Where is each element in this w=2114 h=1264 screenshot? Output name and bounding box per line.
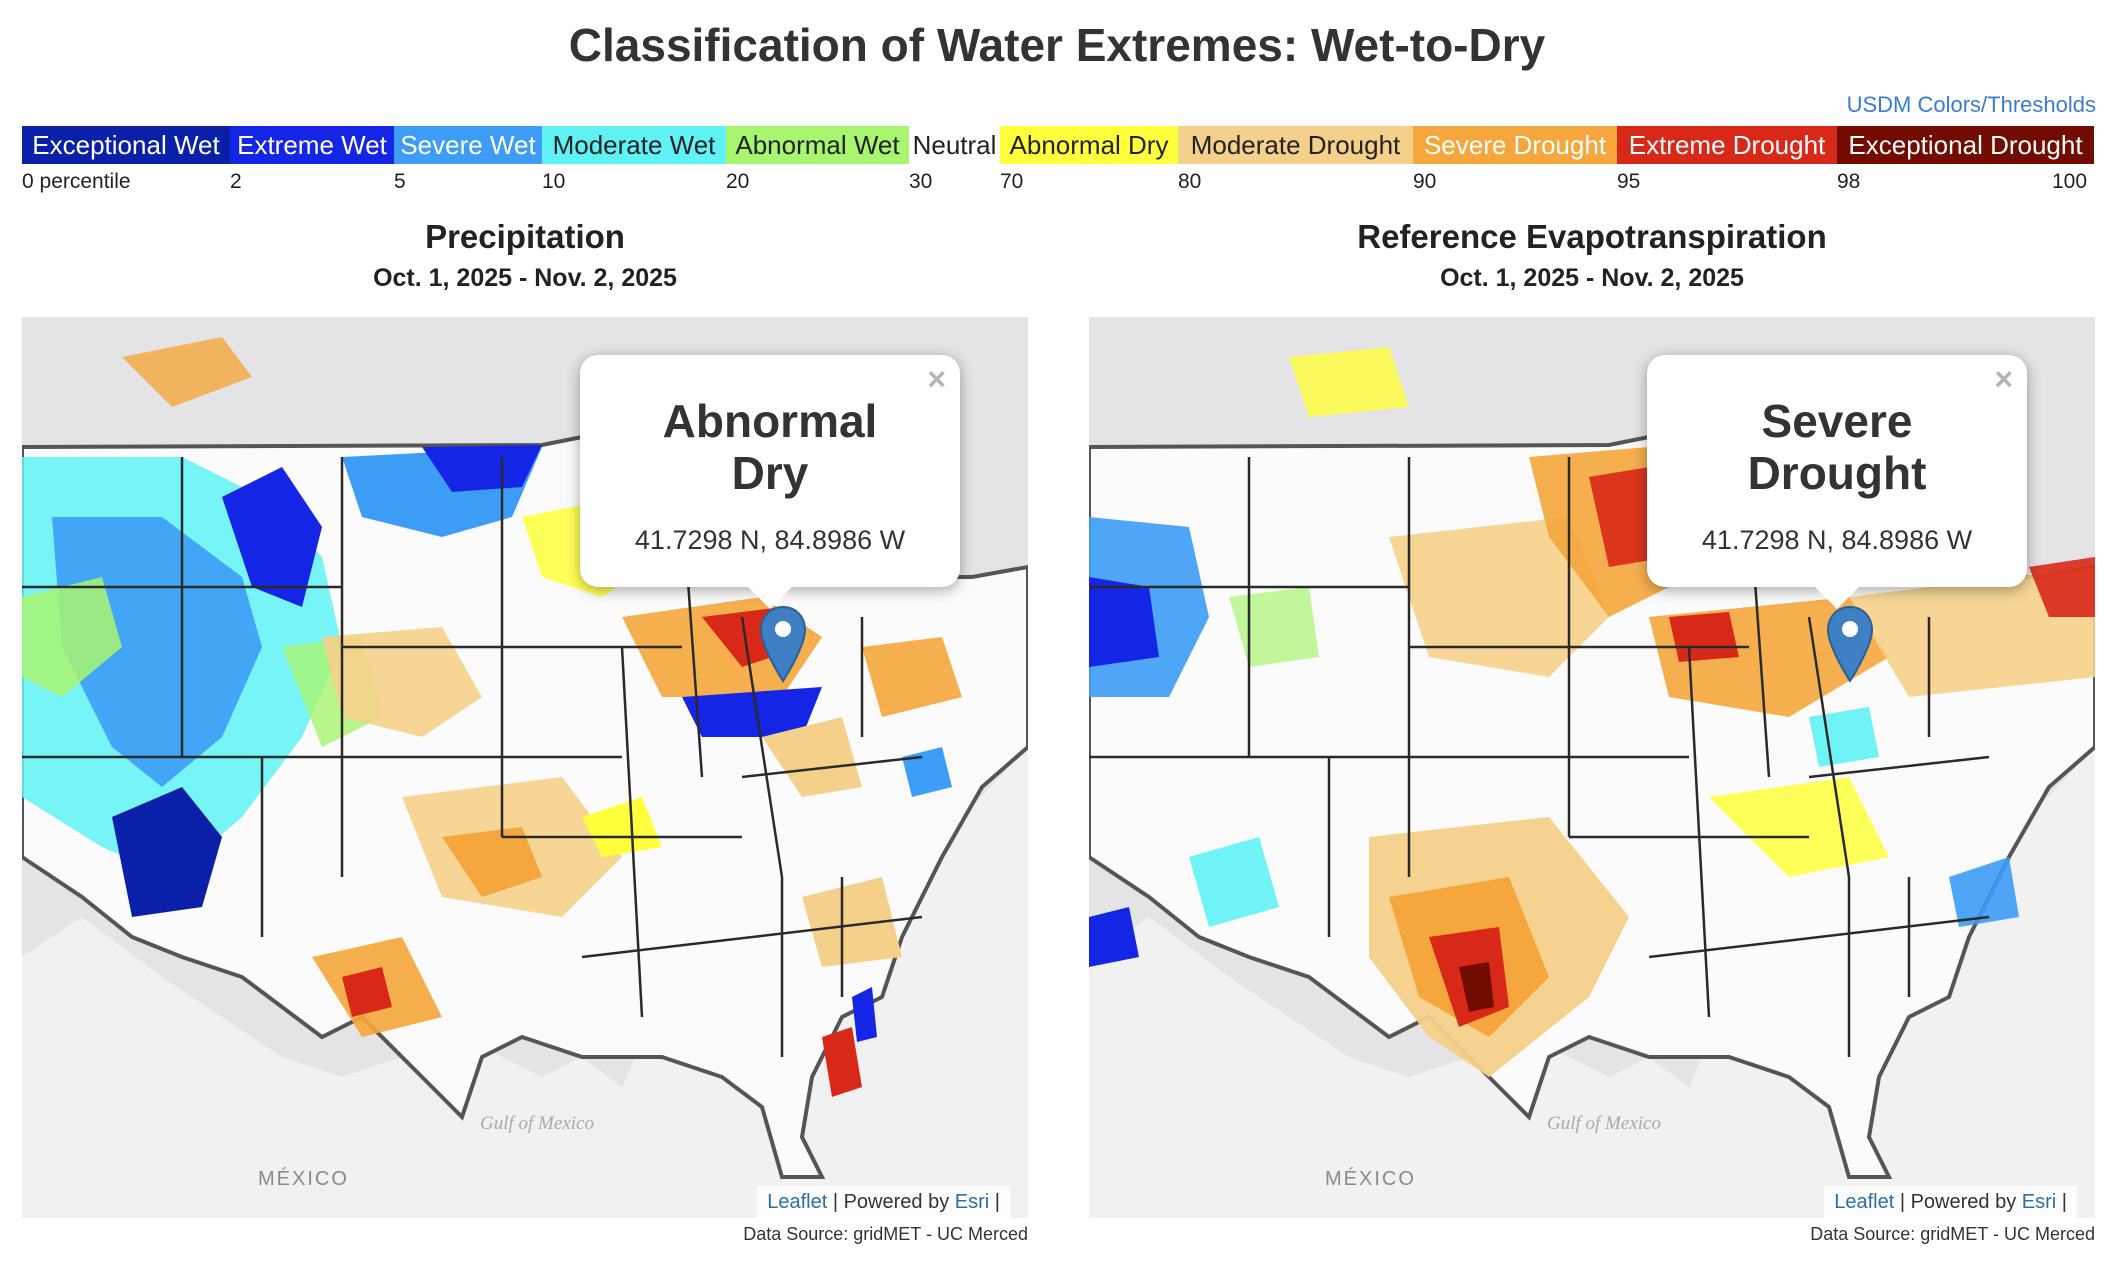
exceptional-wet-region — [112, 787, 222, 917]
data-source-note: Data Source: gridMET - UC Merced — [1810, 1224, 2095, 1244]
extreme-drought-region — [822, 1027, 862, 1097]
leaflet-link[interactable]: Leaflet — [767, 1191, 828, 1213]
tick-label: 95 — [1617, 170, 1641, 193]
attribution-end: | — [2061, 1191, 2067, 1213]
extreme-wet-region — [682, 687, 822, 737]
usdm-thresholds-link[interactable]: USDM Colors/Thresholds — [1846, 92, 2096, 117]
esri-link[interactable]: Esri — [2021, 1191, 2057, 1213]
legend-abnormal-wet: Abnormal Wet — [726, 126, 909, 164]
precipitation-map[interactable]: MÉXICO Gulf of Mexico × Abnormal Dry 41.… — [22, 317, 1028, 1218]
extreme-wet-region — [222, 467, 322, 607]
gulf-label: Gulf of Mexico — [1547, 1113, 1661, 1134]
data-source-note: Data Source: gridMET - UC Merced — [743, 1224, 1028, 1244]
map-attribution: Leaflet | Powered by Esri | — [757, 1186, 1010, 1218]
leaflet-link[interactable]: Leaflet — [1834, 1191, 1895, 1213]
moderate-drought-region — [322, 627, 482, 737]
tick-label: 30 — [909, 170, 933, 193]
moderate-drought-region — [1389, 517, 1609, 677]
severe-wet-region — [1949, 857, 2019, 927]
tick-label: 2 — [230, 170, 242, 193]
precipitation-panel-title: Precipitation Oct. 1, 2025 - Nov. 2, 202… — [22, 218, 1028, 293]
extreme-wet-region — [852, 987, 877, 1042]
panel-date-range: Oct. 1, 2025 - Nov. 2, 2025 — [373, 264, 677, 292]
tick-label: 10 — [542, 170, 566, 193]
tick-label: 5 — [394, 170, 406, 193]
location-popup[interactable]: × Abnormal Dry 41.7298 N, 84.8986 W — [580, 355, 960, 587]
abnormal-wet-region — [22, 577, 122, 697]
exceptional-drought-region — [1459, 962, 1494, 1012]
extreme-wet-region — [1089, 907, 1139, 967]
state-borders — [22, 457, 923, 1057]
popup-tip — [1815, 587, 1859, 609]
panel-heading: Precipitation — [425, 218, 625, 255]
classification-legend: Exceptional Wet Extreme Wet Severe Wet M… — [22, 126, 2094, 164]
extreme-drought-region — [342, 967, 392, 1017]
moderate-drought-region — [1849, 567, 2095, 697]
popup-classification: Abnormal Dry — [662, 395, 878, 499]
severe-drought-region — [862, 637, 962, 717]
panel-heading: Reference Evapotranspiration — [1357, 218, 1827, 255]
legend-extreme-drought: Extreme Drought — [1617, 126, 1837, 164]
location-popup[interactable]: × Severe Drought 41.7298 N, 84.8986 W — [1647, 355, 2027, 587]
legend-moderate-drought: Moderate Drought — [1178, 126, 1413, 164]
legend-exceptional-wet: Exceptional Wet — [22, 126, 230, 164]
map-attribution: Leaflet | Powered by Esri | — [1824, 1186, 2077, 1218]
extreme-wet-region — [422, 445, 542, 492]
severe-drought-region — [442, 827, 542, 897]
mexico-label: MÉXICO — [1325, 1167, 1416, 1190]
severe-drought-region — [122, 337, 252, 407]
page-title: Classification of Water Extremes: Wet-to… — [568, 19, 1546, 71]
attribution-powered: | Powered by — [1899, 1191, 2017, 1213]
tick-label: 20 — [726, 170, 750, 193]
popup-classification: Severe Drought — [1747, 395, 1927, 499]
legend-exceptional-drought: Exceptional Drought — [1837, 126, 2094, 164]
legend-extreme-wet: Extreme Wet — [230, 126, 394, 164]
legend-severe-wet: Severe Wet — [394, 126, 542, 164]
esri-link[interactable]: Esri — [954, 1191, 990, 1213]
legend-ticks: 0 percentile 2 5 10 20 30 70 80 90 95 98… — [22, 170, 2094, 200]
mexico-label: MÉXICO — [258, 1167, 349, 1190]
severe-wet-region — [902, 747, 952, 797]
extreme-drought-region — [1669, 612, 1739, 662]
legend-neutral: Neutral — [909, 126, 1000, 164]
popup-tip — [748, 587, 792, 609]
tick-label: 90 — [1413, 170, 1437, 193]
tick-label: 0 percentile — [22, 170, 131, 193]
gulf-label: Gulf of Mexico — [480, 1113, 594, 1134]
tick-label: 100 — [2052, 170, 2088, 193]
attribution-powered: | Powered by — [832, 1191, 950, 1213]
evapotranspiration-map[interactable]: MÉXICO Gulf of Mexico × Severe Drought 4… — [1089, 317, 2095, 1218]
location-marker-icon[interactable] — [758, 605, 808, 683]
abnormal-wet-region — [1229, 587, 1319, 667]
tick-label: 98 — [1837, 170, 1861, 193]
moderate-drought-region — [762, 717, 862, 797]
extreme-wet-region — [1089, 577, 1159, 667]
attribution-end: | — [994, 1191, 1000, 1213]
popup-close-button[interactable]: × — [927, 361, 946, 397]
popup-coordinates: 41.7298 N, 84.8986 W — [634, 525, 906, 555]
moderate-wet-region — [1809, 707, 1879, 767]
moderate-wet-region — [1189, 837, 1279, 927]
abnormal-dry-region — [1289, 347, 1409, 417]
panel-date-range: Oct. 1, 2025 - Nov. 2, 2025 — [1440, 264, 1744, 292]
extreme-drought-region — [2029, 557, 2095, 617]
tick-label: 80 — [1178, 170, 1202, 193]
legend-moderate-wet: Moderate Wet — [542, 126, 726, 164]
legend-abnormal-dry: Abnormal Dry — [1000, 126, 1178, 164]
legend-severe-drought: Severe Drought — [1413, 126, 1617, 164]
location-marker-icon[interactable] — [1825, 605, 1875, 683]
popup-close-button[interactable]: × — [1994, 361, 2013, 397]
popup-coordinates: 41.7298 N, 84.8986 W — [1701, 525, 1973, 555]
tick-label: 70 — [1000, 170, 1024, 193]
moderate-drought-region — [802, 877, 902, 967]
state-borders — [1089, 457, 1990, 1057]
abnormal-dry-region — [582, 797, 662, 857]
evapotranspiration-panel-title: Reference Evapotranspiration Oct. 1, 202… — [1089, 218, 2095, 293]
severe-wet-region — [52, 517, 262, 787]
